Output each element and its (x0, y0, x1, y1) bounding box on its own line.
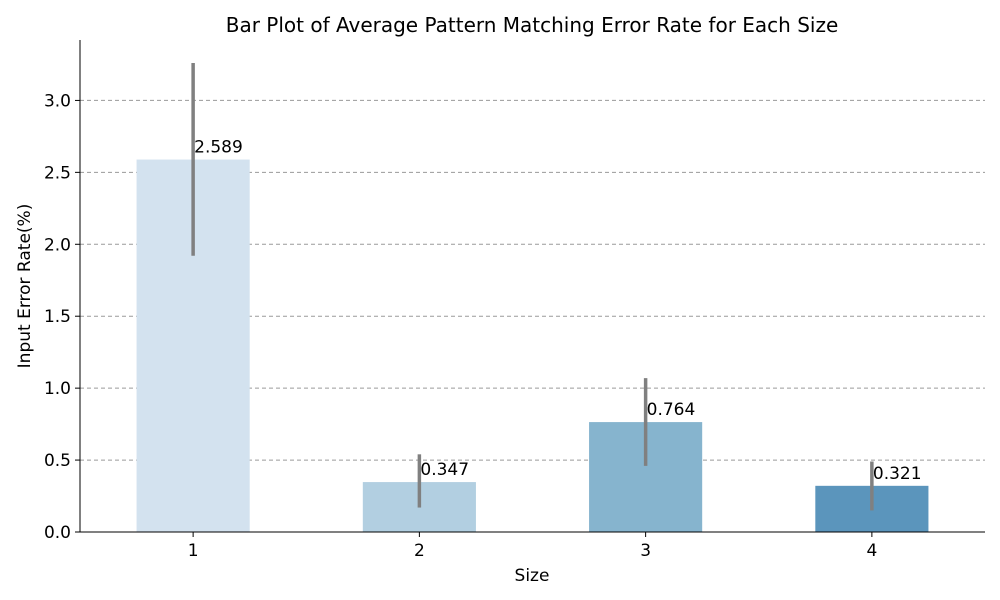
error-bars (191, 63, 874, 511)
y-tick-label: 1.5 (44, 307, 71, 327)
y-tick-label: 0.5 (44, 451, 71, 471)
bars (136, 159, 929, 532)
x-tick-label: 1 (188, 541, 199, 561)
x-tick-label: 2 (414, 541, 425, 561)
x-axis-label: Size (515, 566, 550, 586)
y-tick-label: 2.0 (44, 235, 71, 255)
axes: 0.0 0.5 1.0 1.5 2.0 2.5 3.0 1 2 3 4 (44, 40, 985, 561)
data-label-size-3: 0.764 (647, 400, 696, 420)
data-label-size-2: 0.347 (420, 460, 469, 480)
y-tick-label: 3.0 (44, 91, 71, 111)
y-tick-label: 0.0 (44, 523, 71, 543)
data-labels: 2.589 0.347 0.764 0.321 (194, 138, 921, 484)
y-axis-label: Input Error Rate(%) (15, 204, 35, 369)
y-tick-label: 2.5 (44, 163, 71, 183)
data-label-size-1: 2.589 (194, 138, 243, 158)
chart-title: Bar Plot of Average Pattern Matching Err… (226, 13, 839, 37)
data-label-size-4: 0.321 (873, 464, 922, 484)
x-tick-label: 3 (640, 541, 651, 561)
x-tick-label: 4 (866, 541, 877, 561)
y-tick-label: 1.0 (44, 379, 71, 399)
